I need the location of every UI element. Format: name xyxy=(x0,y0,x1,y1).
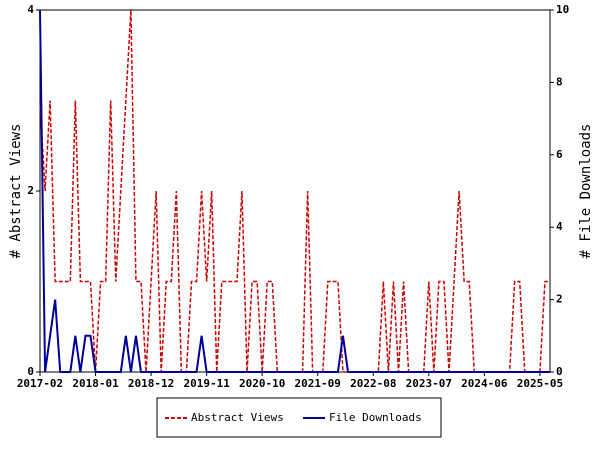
legend-box xyxy=(156,397,442,438)
x-tick-label: 2020-10 xyxy=(239,377,285,390)
y2-tick-label: 6 xyxy=(556,148,563,161)
y-tick-label: 4 xyxy=(27,3,34,16)
x-tick-label: 2024-06 xyxy=(461,377,508,390)
legend-label: File Downloads xyxy=(329,411,422,424)
y2-axis-label: # File Downloads xyxy=(578,124,594,259)
x-tick-label: 2025-05 xyxy=(517,377,563,390)
plot-frame xyxy=(39,9,551,373)
y2-tick-label: 8 xyxy=(556,75,563,88)
x-tick-label: 2023-07 xyxy=(406,377,452,390)
y-tick-label: 2 xyxy=(27,184,34,197)
y2-tick-label: 0 xyxy=(556,365,563,378)
x-tick-label: 2018-01 xyxy=(72,377,119,390)
x-tick-label: 2017-02 xyxy=(17,377,63,390)
y-axis-label: # Abstract Views xyxy=(8,124,24,259)
y-tick-label: 0 xyxy=(27,365,34,378)
x-tick-label: 2018-12 xyxy=(128,377,174,390)
y2-tick-label: 2 xyxy=(556,293,563,306)
x-tick-label: 2019-11 xyxy=(183,377,230,390)
y2-tick-label: 10 xyxy=(556,3,569,16)
x-tick-label: 2021-09 xyxy=(295,377,341,390)
legend-label: Abstract Views xyxy=(191,411,284,424)
y2-tick-label: 4 xyxy=(556,220,563,233)
series-line xyxy=(39,9,550,373)
series-line xyxy=(39,9,550,373)
x-tick-label: 2022-08 xyxy=(350,377,396,390)
